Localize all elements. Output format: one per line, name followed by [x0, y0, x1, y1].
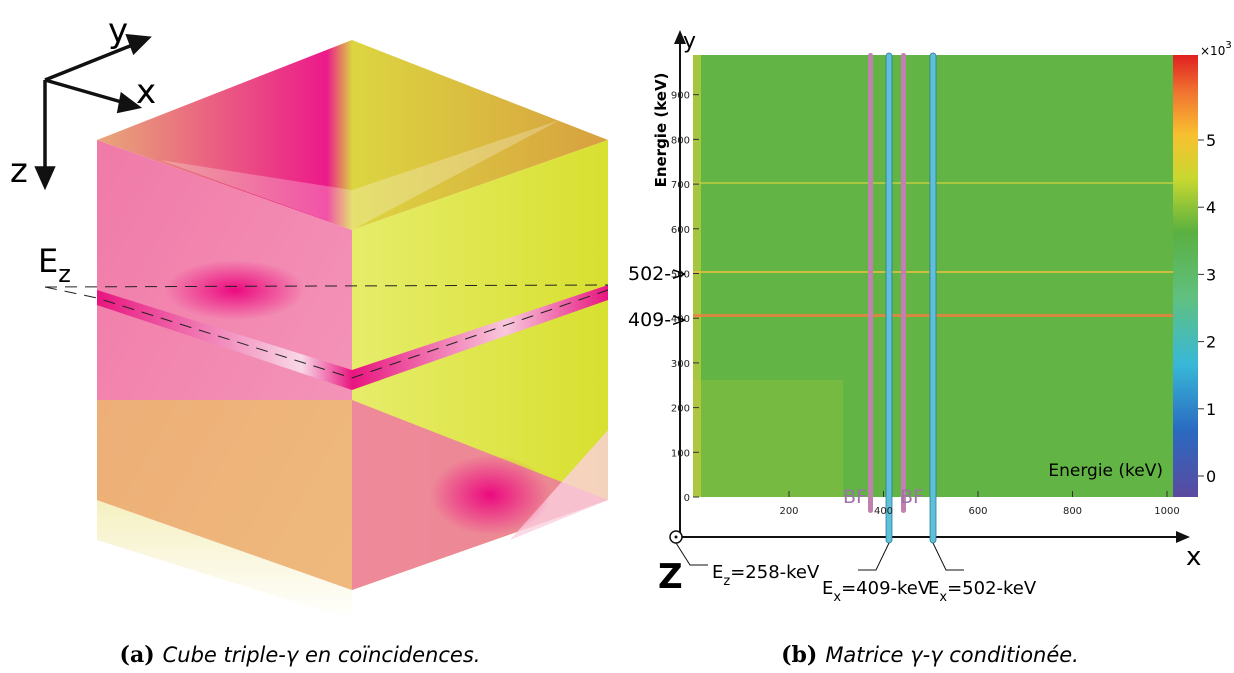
axes-triad	[34, 33, 152, 191]
axis-x-label: x	[136, 72, 156, 112]
x-axis-title: Energie (keV)	[1048, 461, 1163, 481]
gate-label: Ez=258-keV	[712, 562, 820, 589]
cube	[44, 40, 609, 620]
colorbar	[1173, 55, 1198, 497]
axis-z-label: Z	[658, 557, 683, 597]
gate-label-main: E	[712, 562, 723, 583]
colorbar-tick-label: 1	[1206, 400, 1216, 419]
gate-label: Ex=409-keV	[822, 578, 931, 605]
y-tick-label: 800	[671, 135, 690, 146]
bf-label: BF	[843, 486, 867, 508]
arrow-head	[34, 166, 56, 191]
caption-tag: (a)	[120, 642, 155, 668]
y-tick-label: 600	[671, 225, 690, 236]
x-tick-label: 200	[779, 506, 798, 517]
gate-label-text: =258-keV	[730, 562, 820, 583]
slice-band	[97, 285, 608, 390]
y-tick-label: 900	[671, 91, 690, 102]
gate-label-text: =409-keV	[841, 578, 931, 599]
arrow-head	[1176, 531, 1190, 543]
colorbar-tick-label: 0	[1206, 467, 1216, 486]
slice-axis	[44, 284, 609, 288]
axis-z-label: z	[10, 151, 28, 191]
y-tick-label: 0	[684, 493, 690, 504]
bf-gate	[868, 53, 873, 513]
x-tick-label: 1000	[1154, 506, 1179, 517]
colorbar-base: ×10	[1200, 44, 1225, 58]
heatmap-dense	[693, 380, 843, 497]
axis-y-label: y	[108, 11, 128, 51]
colorbar-tick-label: 3	[1206, 265, 1216, 284]
arrow-head	[125, 33, 152, 56]
heatmap-edge	[693, 55, 701, 497]
plane-label-sub: z	[58, 260, 71, 288]
arrow-head	[674, 30, 686, 44]
x-tick-label: 600	[968, 506, 987, 517]
gate-label-sub: x	[833, 590, 841, 605]
caption-a: (a) Cube triple-γ en coïncidences.	[120, 642, 481, 668]
axis-arrow	[44, 78, 126, 105]
caption-text: Matrice γ-γ conditionée.	[825, 643, 1079, 667]
axis-y-label: y	[683, 29, 696, 54]
caption-tag: (b)	[781, 642, 817, 668]
gate-label: Ex=502-keV	[928, 578, 1037, 605]
y-tick-label: 700	[671, 180, 690, 191]
x-tick-label: 400	[874, 506, 893, 517]
bf-label: BF	[900, 486, 924, 508]
cube-left-lower	[97, 400, 352, 590]
cube-top	[97, 40, 608, 230]
plane-label-main: E	[38, 242, 58, 280]
leader-line	[932, 542, 964, 571]
axis-arrow	[44, 42, 136, 82]
gate	[885, 52, 893, 544]
slice-ghost	[160, 120, 560, 230]
leader-line	[858, 542, 890, 571]
slice-dash	[44, 286, 609, 379]
plane-label: Ez	[38, 242, 71, 288]
x-tick-label: 800	[1063, 506, 1082, 517]
hot-spot	[165, 260, 305, 320]
colorbar-tick-label: 2	[1206, 333, 1216, 352]
axis-x-label: x	[1186, 542, 1201, 572]
colorbar-scale: ×103	[1200, 40, 1232, 58]
gate-marker: 409->	[628, 309, 687, 331]
y-tick-label: 200	[671, 404, 690, 415]
leader-line	[675, 542, 708, 566]
hot-spot	[430, 455, 550, 535]
matrix-panel	[669, 30, 1198, 571]
gate-label-main: E	[928, 578, 939, 599]
gate	[929, 52, 937, 544]
colorbar-exp: 3	[1225, 40, 1231, 51]
colorbar-tick-label: 5	[1206, 131, 1216, 150]
y-tick-label: 100	[671, 448, 690, 459]
caption-b: (b) Matrice γ-γ conditionée.	[781, 642, 1079, 668]
colorbar-tick-label: 4	[1206, 198, 1216, 217]
z-origin-dot	[674, 535, 678, 539]
gate-marker: 502->	[628, 263, 687, 285]
gate-label-text: =502-keV	[947, 578, 1037, 599]
bf-gate	[901, 53, 906, 513]
arrow-head	[116, 91, 143, 114]
gate-label-main: E	[822, 578, 833, 599]
y-tick-label: 400	[671, 314, 690, 325]
cube-bottom	[97, 500, 352, 620]
gate-label-sub: x	[939, 590, 947, 605]
y-tick-label: 500	[671, 270, 690, 281]
caption-text: Cube triple-γ en coïncidences.	[163, 643, 481, 667]
gate-label-sub: z	[723, 574, 730, 589]
y-axis-title: Energie (keV)	[652, 73, 670, 188]
y-tick-label: 300	[671, 359, 690, 370]
